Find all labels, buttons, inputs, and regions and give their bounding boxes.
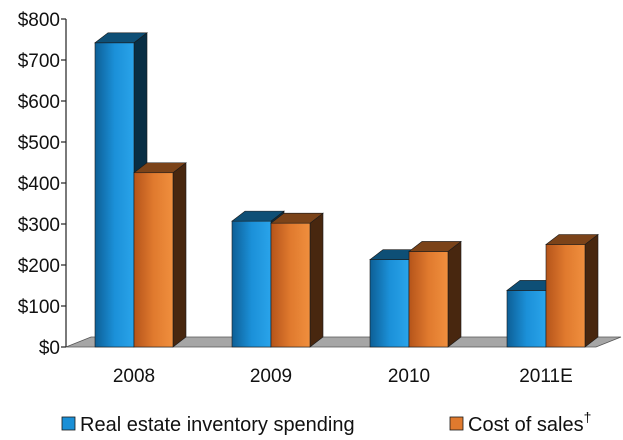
bar-top-face bbox=[408, 241, 462, 252]
bar-front-face bbox=[231, 220, 272, 348]
legend-footnote-mark: † bbox=[584, 409, 592, 425]
bar-cost-2008 bbox=[133, 162, 187, 348]
bar-top-face bbox=[545, 234, 599, 245]
y-tick-label: $600 bbox=[18, 92, 60, 113]
bar-front-face bbox=[506, 290, 547, 348]
legend-item: Cost of sales† bbox=[449, 409, 591, 436]
bar-front-face bbox=[545, 244, 586, 348]
bars bbox=[94, 32, 599, 348]
bar-top-face bbox=[133, 162, 187, 174]
legend-label: Cost of sales† bbox=[468, 409, 591, 436]
bar-front-face bbox=[369, 259, 410, 348]
legend-swatch bbox=[449, 416, 464, 431]
legend: Real estate inventory spending Cost of sa… bbox=[61, 409, 591, 436]
x-category-label: 2011E bbox=[519, 366, 573, 387]
y-axis: $0 $100 $200 $300 $400 $500 $600 $700 $800 bbox=[18, 10, 67, 359]
legend-swatch bbox=[61, 416, 76, 431]
x-axis-labels: 2008 2009 2010 2011E bbox=[113, 366, 573, 387]
bar-cost-2009 bbox=[270, 212, 324, 348]
bar-top-face bbox=[94, 32, 148, 44]
x-category-label: 2010 bbox=[388, 366, 430, 387]
x-category-label: 2008 bbox=[113, 366, 155, 387]
bar-side-face bbox=[309, 212, 324, 348]
y-tick-label: $500 bbox=[18, 133, 60, 154]
x-category-label: 2009 bbox=[250, 366, 292, 387]
bar-cost-2010 bbox=[408, 240, 462, 348]
y-tick-label: $700 bbox=[18, 51, 60, 72]
y-tick-label: $100 bbox=[18, 297, 60, 318]
bar-cost-2011E bbox=[545, 233, 599, 348]
bar-side-face bbox=[447, 240, 462, 348]
bar-side-face bbox=[172, 162, 187, 348]
bar-front-face bbox=[408, 251, 449, 348]
bar-front-face bbox=[133, 172, 174, 348]
y-tick-label: $800 bbox=[18, 10, 60, 31]
bar-front-face bbox=[94, 42, 135, 348]
y-tick-label: $200 bbox=[18, 256, 60, 277]
bar-front-face bbox=[270, 222, 311, 348]
bar-side-face bbox=[584, 233, 599, 348]
y-tick-label: $0 bbox=[39, 338, 60, 359]
bar-top-face bbox=[231, 210, 285, 222]
y-tick-label: $400 bbox=[18, 174, 60, 195]
legend-item: Real estate inventory spending bbox=[61, 414, 355, 436]
legend-label: Real estate inventory spending bbox=[80, 414, 355, 436]
y-tick-label: $300 bbox=[18, 215, 60, 236]
bar-top-face bbox=[270, 212, 324, 224]
